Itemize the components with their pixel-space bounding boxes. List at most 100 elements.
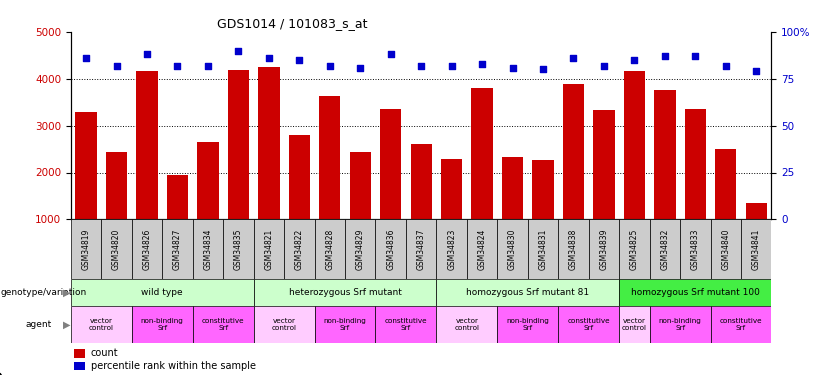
Bar <box>741 219 771 279</box>
Text: vector
control: vector control <box>622 318 647 331</box>
Text: ▶: ▶ <box>63 288 70 297</box>
Text: GSM34837: GSM34837 <box>417 229 425 270</box>
Text: GSM34839: GSM34839 <box>600 229 609 270</box>
Bar <box>436 279 619 306</box>
Point <box>232 48 245 54</box>
Bar <box>680 219 711 279</box>
Bar <box>532 160 554 219</box>
Text: GSM34830: GSM34830 <box>508 229 517 270</box>
Text: homozygous Srf mutant 100: homozygous Srf mutant 100 <box>631 288 760 297</box>
Point <box>262 55 275 61</box>
Text: constitutive
Srf: constitutive Srf <box>567 318 610 331</box>
Point <box>140 51 153 57</box>
Text: GSM34826: GSM34826 <box>143 229 152 270</box>
Point <box>689 53 702 59</box>
Bar <box>224 219 254 279</box>
Text: GSM34819: GSM34819 <box>82 229 91 270</box>
Bar <box>410 144 432 219</box>
Point <box>506 64 520 70</box>
Bar <box>497 219 528 279</box>
Text: GSM34833: GSM34833 <box>691 229 700 270</box>
Bar <box>71 219 102 279</box>
Bar <box>746 203 767 219</box>
Bar <box>74 362 85 370</box>
Bar <box>289 135 310 219</box>
Text: GSM34834: GSM34834 <box>203 229 213 270</box>
Bar <box>349 152 371 219</box>
Bar <box>137 71 158 219</box>
Text: GSM34831: GSM34831 <box>539 229 547 270</box>
Bar <box>71 279 254 306</box>
Text: GSM34823: GSM34823 <box>447 229 456 270</box>
Bar <box>314 219 345 279</box>
Point <box>293 57 306 63</box>
Bar <box>619 219 650 279</box>
Bar <box>345 219 375 279</box>
Bar <box>375 306 436 343</box>
Bar <box>650 219 680 279</box>
Text: non-binding
Srf: non-binding Srf <box>659 318 701 331</box>
Bar <box>193 219 224 279</box>
Bar <box>259 67 279 219</box>
Bar <box>375 219 406 279</box>
Text: vector
control: vector control <box>89 318 114 331</box>
Text: non-binding
Srf: non-binding Srf <box>506 318 550 331</box>
Text: agent: agent <box>25 320 51 329</box>
Bar <box>528 219 558 279</box>
Point <box>658 53 671 59</box>
Text: percentile rank within the sample: percentile rank within the sample <box>91 361 255 370</box>
Bar <box>406 219 436 279</box>
Text: vector
control: vector control <box>455 318 480 331</box>
Text: vector
control: vector control <box>272 318 297 331</box>
Bar <box>132 306 193 343</box>
Bar <box>319 96 340 219</box>
Bar <box>254 219 284 279</box>
Bar <box>558 219 589 279</box>
Bar <box>380 109 401 219</box>
Bar <box>471 88 493 219</box>
Bar <box>441 159 462 219</box>
Bar <box>228 70 249 219</box>
Bar <box>102 219 132 279</box>
Bar <box>436 219 467 279</box>
Text: GSM34825: GSM34825 <box>630 229 639 270</box>
Point <box>719 63 732 69</box>
Text: GSM34838: GSM34838 <box>569 229 578 270</box>
Bar <box>163 219 193 279</box>
Text: GSM34840: GSM34840 <box>721 229 731 270</box>
Text: GSM34827: GSM34827 <box>173 229 182 270</box>
Point <box>536 66 550 72</box>
Text: GSM34836: GSM34836 <box>386 229 395 270</box>
Bar <box>193 306 254 343</box>
Bar <box>284 219 314 279</box>
Bar <box>654 90 676 219</box>
Text: GSM34829: GSM34829 <box>356 229 364 270</box>
Text: heterozygous Srf mutant: heterozygous Srf mutant <box>289 288 401 297</box>
Text: GSM34820: GSM34820 <box>112 229 121 270</box>
Text: constitutive
Srf: constitutive Srf <box>384 318 427 331</box>
Text: GSM34828: GSM34828 <box>325 229 334 270</box>
Bar <box>558 306 619 343</box>
Text: constitutive
Srf: constitutive Srf <box>720 318 762 331</box>
Point <box>201 63 214 69</box>
Bar <box>715 149 736 219</box>
Text: homozygous Srf mutant 81: homozygous Srf mutant 81 <box>466 288 590 297</box>
Text: GSM34841: GSM34841 <box>751 229 761 270</box>
Text: GSM34832: GSM34832 <box>661 229 670 270</box>
Bar <box>467 219 497 279</box>
Bar <box>563 84 584 219</box>
Bar <box>254 306 314 343</box>
Point <box>323 63 336 69</box>
Point <box>750 68 763 74</box>
Point <box>354 64 367 70</box>
Bar <box>254 279 436 306</box>
Point <box>79 55 93 61</box>
Bar <box>75 112 97 219</box>
Bar <box>593 110 615 219</box>
Bar <box>198 142 219 219</box>
Point <box>414 63 428 69</box>
Bar <box>711 219 741 279</box>
Bar <box>685 109 706 219</box>
Bar <box>497 306 558 343</box>
Text: count: count <box>91 348 118 358</box>
